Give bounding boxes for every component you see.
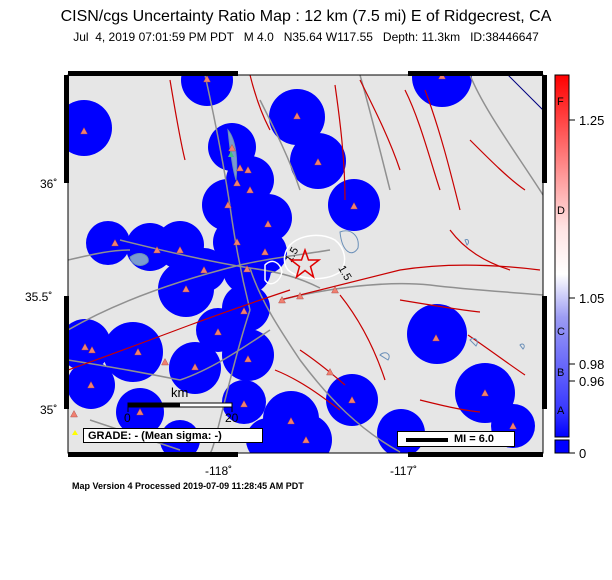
station-marker — [244, 166, 252, 174]
scale-unit-label: km — [171, 385, 188, 400]
map-frame-ticks — [64, 71, 547, 457]
grade-label: GRADE: - (Mean sigma: -) — [88, 430, 222, 442]
uncertainty-blob — [86, 221, 130, 265]
station-marker — [87, 381, 95, 389]
uncertainty-blob — [103, 322, 163, 382]
station-marker — [296, 292, 304, 300]
station-marker — [233, 238, 241, 246]
station-marker-yellow — [72, 430, 78, 435]
station-marker — [182, 285, 190, 293]
station-marker — [136, 408, 144, 416]
uncertainty-blob — [222, 329, 274, 381]
map-footer: Map Version 4 Processed 2019-07-09 11:28… — [72, 481, 304, 491]
mi-legend: MI = 6.0 — [397, 431, 515, 447]
colorbar-letter-c: C — [557, 326, 565, 338]
station-marker — [200, 266, 208, 274]
map-title: CISN/cgs Uncertainty Ratio Map : 12 km (… — [60, 8, 552, 25]
uncertainty-blob — [412, 75, 472, 107]
station-marker — [111, 239, 119, 247]
mi-bar — [406, 438, 448, 442]
station-markers — [70, 75, 517, 444]
colorbar-letter-d: D — [557, 205, 565, 217]
station-marker — [224, 201, 232, 209]
lat-label-35: 35˚ — [40, 403, 57, 417]
map-subtitle: Jul 4, 2019 07:01:59 PM PDT M 4.0 N35.64… — [73, 30, 539, 44]
colorbar-value-0-96: 0.96 — [579, 374, 604, 389]
roads — [68, 75, 543, 453]
colorbar-value-0-98: 0.98 — [579, 357, 604, 372]
colorbar-value-0: 0 — [579, 446, 586, 461]
mi-label: MI = 6.0 — [454, 433, 495, 445]
station-marker — [481, 389, 489, 397]
station-marker — [326, 368, 334, 376]
station-marker — [331, 286, 339, 294]
lon-label-117: -117˚ — [390, 464, 417, 478]
station-marker — [244, 355, 252, 363]
station-marker — [134, 348, 142, 356]
station-marker — [432, 334, 440, 342]
station-marker — [348, 396, 356, 404]
station-marker — [233, 179, 241, 187]
station-marker — [350, 202, 358, 210]
station-marker — [88, 346, 96, 354]
station-marker — [314, 158, 322, 166]
colorbar-letter-b: B — [557, 367, 564, 379]
colorbar-zero-swatch — [554, 439, 570, 454]
map-frame — [67, 74, 544, 454]
uncertainty-blob — [407, 304, 467, 364]
map-boundary-line — [507, 75, 543, 111]
station-marker — [240, 400, 248, 408]
station-marker — [161, 358, 169, 366]
station-marker — [80, 127, 88, 135]
station-marker — [509, 422, 517, 430]
uncertainty-blob — [246, 418, 290, 453]
grade-box: GRADE: - (Mean sigma: -) — [83, 428, 263, 443]
station-marker — [240, 307, 248, 315]
lat-label-35-5: 35.5˚ — [25, 290, 52, 304]
station-marker — [176, 246, 184, 254]
lat-label-36: 36˚ — [40, 177, 57, 191]
scale-end-label: 20 — [225, 411, 239, 425]
fault-lines — [68, 75, 541, 413]
water-bodies — [129, 128, 525, 361]
station-marker — [228, 144, 236, 152]
station-marker — [278, 296, 286, 304]
colorbar-letter-a: A — [557, 405, 565, 417]
station-marker — [302, 436, 310, 444]
epicenter-star — [288, 247, 322, 279]
station-marker — [81, 343, 89, 351]
uncertainty-contours — [264, 234, 346, 285]
colorbar-value-1-25: 1.25 — [579, 113, 604, 128]
station-marker — [236, 164, 244, 172]
lon-label-118: -118˚ — [205, 464, 232, 478]
station-marker — [70, 410, 78, 418]
station-marker — [293, 112, 301, 120]
colorbar — [554, 74, 570, 438]
uncertainty-blob — [68, 100, 112, 156]
scale-bar — [127, 402, 233, 412]
colorbar-letter-f: F — [557, 96, 564, 108]
station-marker — [261, 248, 269, 256]
station-marker — [243, 265, 251, 273]
colorbar-value-1-05: 1.05 — [579, 291, 604, 306]
station-marker — [246, 186, 254, 194]
uncertainty-blob — [181, 75, 233, 106]
scale-start-label: 0 — [124, 411, 131, 425]
station-marker — [287, 417, 295, 425]
station-marker — [153, 246, 161, 254]
colorbar-ticks — [569, 119, 575, 454]
station-marker — [203, 75, 211, 83]
station-marker — [264, 220, 272, 228]
station-marker-green — [228, 151, 234, 157]
station-marker — [191, 363, 199, 371]
station-marker — [214, 328, 222, 336]
